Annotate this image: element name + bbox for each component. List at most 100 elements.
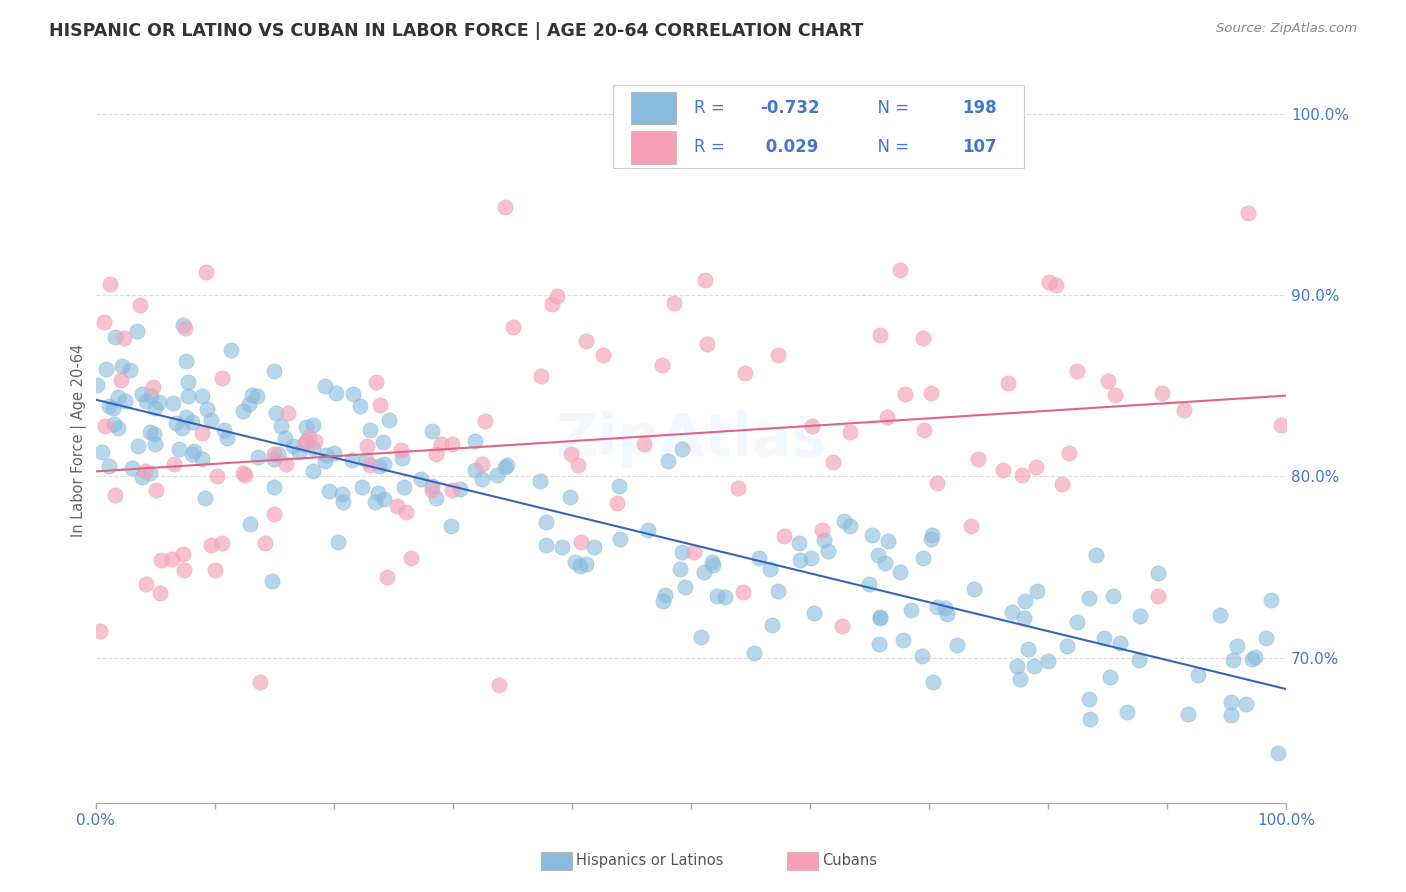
Point	[485, 467, 508, 482]
Point	[1001, 605, 1024, 619]
Point	[936, 607, 959, 622]
Point	[101, 401, 124, 415]
Point	[174, 320, 197, 334]
Point	[181, 447, 204, 461]
Point	[860, 528, 883, 542]
Point	[221, 343, 243, 357]
Point	[832, 515, 855, 529]
Point	[541, 297, 564, 311]
Point	[1260, 593, 1282, 607]
Point	[494, 459, 516, 474]
Point	[592, 348, 614, 362]
Point	[1152, 385, 1174, 400]
Point	[803, 606, 825, 620]
Point	[183, 443, 205, 458]
Point	[177, 389, 200, 403]
Point	[889, 566, 911, 580]
Point	[657, 454, 679, 468]
Point	[298, 430, 321, 444]
Point	[534, 515, 557, 529]
Text: Cubans: Cubans	[823, 854, 877, 868]
Point	[530, 368, 553, 383]
Point	[866, 549, 889, 563]
Point	[142, 427, 165, 442]
Point	[920, 533, 942, 547]
Text: -0.732: -0.732	[759, 99, 820, 117]
Point	[174, 354, 197, 368]
Point	[1078, 591, 1101, 605]
Point	[165, 416, 187, 430]
Point	[356, 440, 378, 454]
Point	[135, 577, 157, 591]
Text: R =: R =	[695, 99, 730, 117]
Text: HISPANIC OR LATINO VS CUBAN IN LABOR FORCE | AGE 20-64 CORRELATION CHART: HISPANIC OR LATINO VS CUBAN IN LABOR FOR…	[49, 22, 863, 40]
Point	[912, 424, 935, 438]
Point	[367, 459, 389, 474]
Point	[858, 576, 880, 591]
Point	[609, 478, 631, 492]
Point	[254, 536, 277, 550]
Point	[869, 610, 891, 624]
Point	[960, 519, 983, 533]
Point	[773, 529, 796, 543]
Point	[266, 447, 288, 461]
Point	[295, 434, 318, 448]
Point	[172, 547, 194, 561]
Text: 0.029: 0.029	[759, 138, 818, 156]
Point	[1078, 691, 1101, 706]
Bar	[631, 131, 676, 163]
Point	[342, 453, 364, 467]
Point	[325, 386, 347, 401]
Point	[800, 551, 823, 566]
Point	[232, 467, 254, 481]
Point	[1270, 417, 1292, 432]
Point	[110, 373, 132, 387]
Point	[246, 388, 269, 402]
Point	[215, 431, 238, 445]
Point	[946, 638, 969, 652]
Point	[121, 460, 143, 475]
Point	[104, 329, 127, 343]
Point	[292, 437, 315, 451]
Point	[1022, 659, 1045, 673]
Point	[1109, 636, 1132, 650]
Point	[232, 404, 254, 418]
Point	[302, 441, 325, 455]
Point	[813, 533, 835, 547]
Point	[200, 413, 222, 427]
Text: 198: 198	[962, 99, 997, 117]
Point	[839, 425, 862, 440]
Point	[575, 557, 598, 571]
Point	[991, 463, 1014, 477]
Point	[633, 437, 655, 451]
Point	[1173, 402, 1195, 417]
Point	[98, 459, 121, 474]
Point	[190, 389, 212, 403]
Point	[131, 387, 153, 401]
Point	[359, 458, 381, 472]
Point	[349, 399, 371, 413]
Point	[568, 559, 591, 574]
Point	[1146, 590, 1168, 604]
Point	[922, 675, 945, 690]
Point	[551, 540, 574, 554]
Point	[569, 535, 592, 549]
Point	[145, 483, 167, 498]
Point	[727, 481, 749, 495]
Point	[869, 328, 891, 343]
Point	[700, 555, 723, 569]
Point	[270, 419, 292, 434]
Point	[247, 450, 270, 464]
Text: Hispanics or Latinos: Hispanics or Latinos	[576, 854, 724, 868]
Point	[194, 265, 217, 279]
Point	[1147, 566, 1170, 581]
Point	[138, 425, 160, 439]
Point	[912, 550, 935, 565]
Point	[911, 331, 934, 345]
Point	[558, 491, 581, 505]
Text: R =: R =	[695, 138, 730, 156]
Point	[204, 563, 226, 577]
Point	[107, 420, 129, 434]
Point	[332, 495, 354, 509]
Point	[817, 544, 839, 558]
